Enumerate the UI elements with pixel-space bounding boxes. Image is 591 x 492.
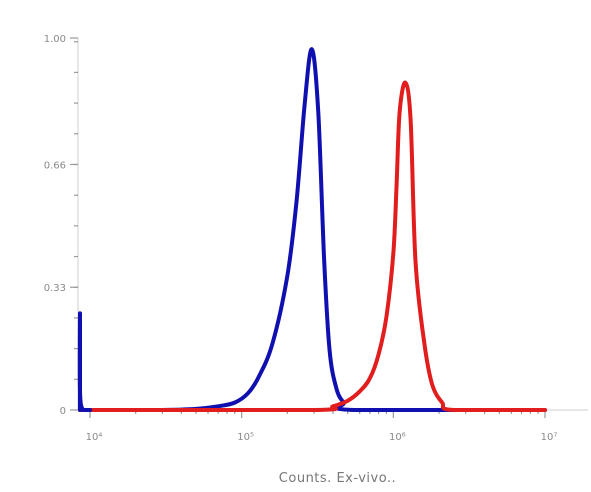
x-axis-title: Counts. Ex-vivo.. bbox=[279, 471, 396, 486]
y-tick-label: 1.00 bbox=[44, 34, 66, 45]
y-tick-label: 0.33 bbox=[44, 283, 66, 294]
y-tick-label: 0.66 bbox=[44, 160, 66, 171]
chart-series bbox=[77, 47, 547, 413]
x-tick-label: 10⁴ bbox=[86, 432, 103, 443]
series-line bbox=[78, 80, 547, 413]
y-tick-label: 0 bbox=[60, 406, 66, 417]
x-tick-label: 10⁷ bbox=[541, 432, 558, 443]
series-line bbox=[78, 47, 547, 413]
x-tick-label: 10⁵ bbox=[237, 432, 254, 443]
series-line bbox=[77, 311, 92, 412]
x-tick-label: 10⁶ bbox=[389, 432, 406, 443]
